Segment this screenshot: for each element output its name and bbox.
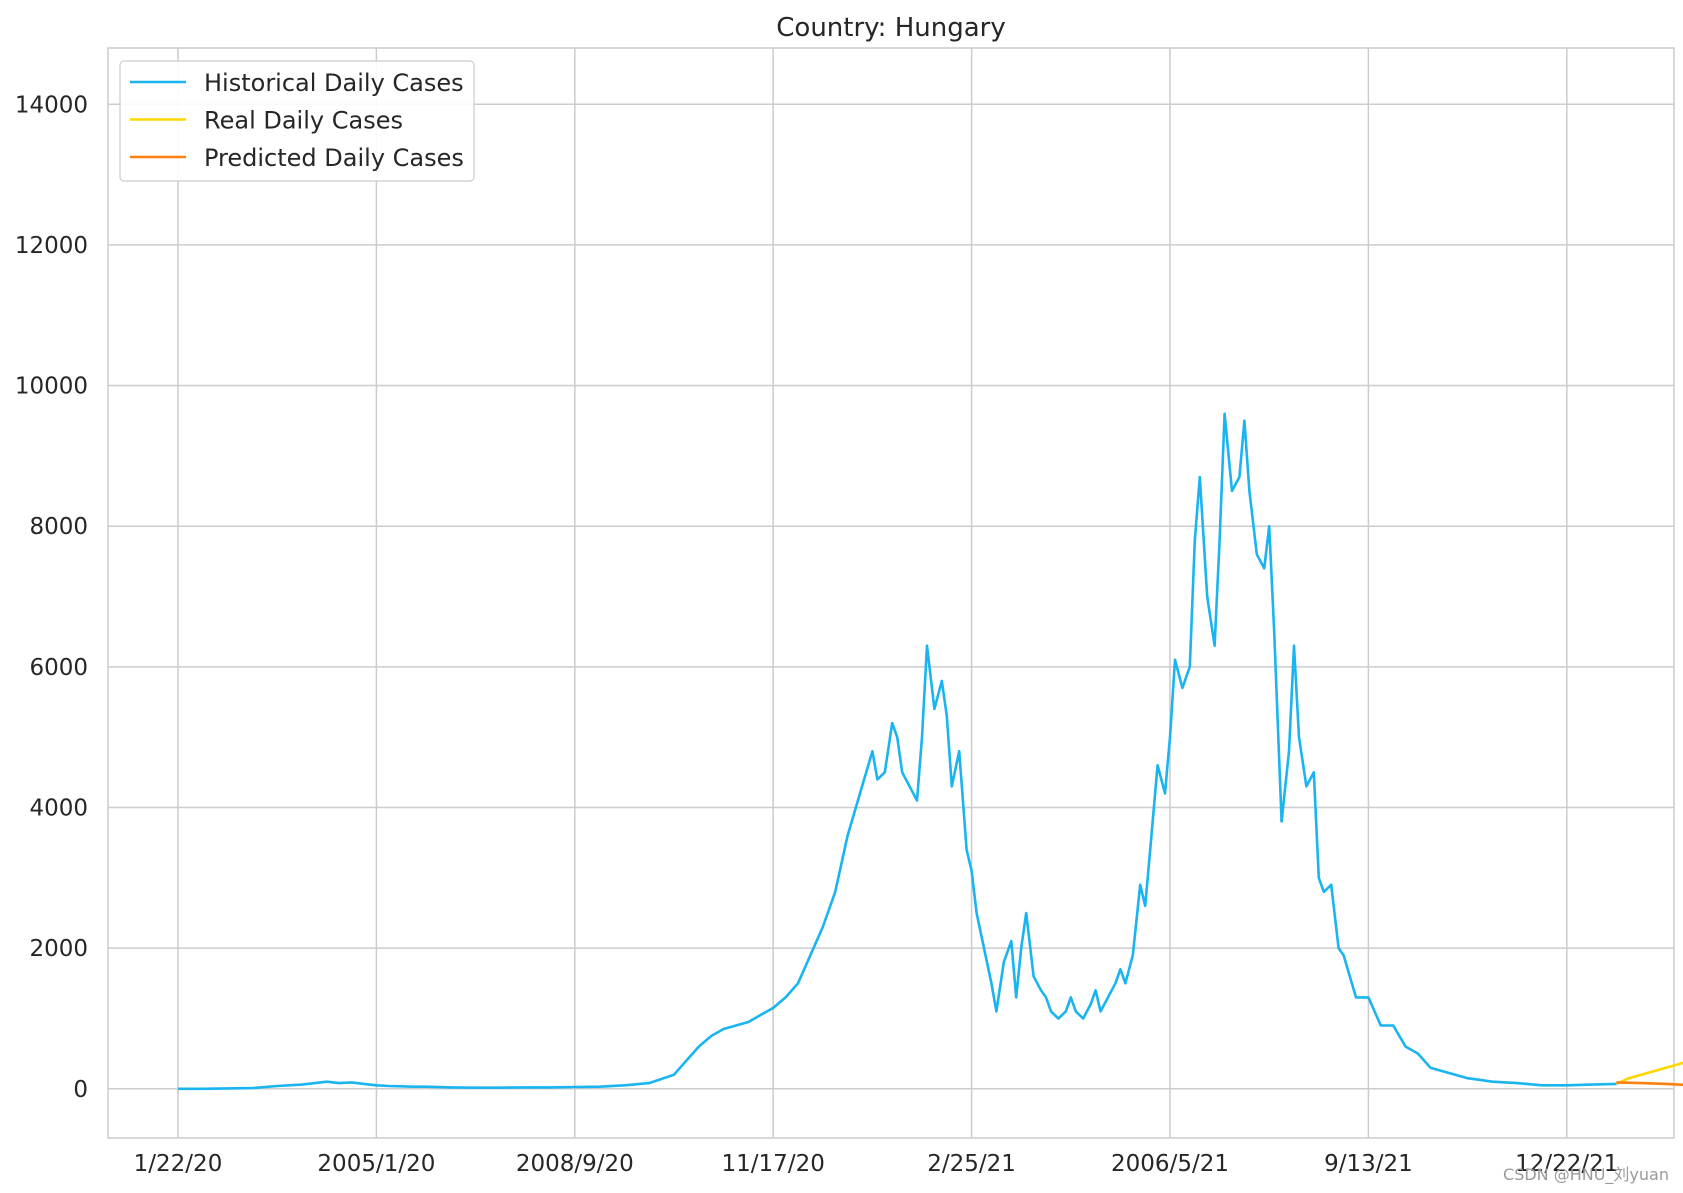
legend: Historical Daily Cases Real Daily Cases Pr… <box>119 60 475 182</box>
watermark: CSDN @HNU_刘yuan <box>1503 1165 1669 1185</box>
y-tick-label: 2000 <box>29 936 88 962</box>
x-tick-label: 1/22/20 <box>134 1151 223 1177</box>
plot-area <box>107 47 1675 1139</box>
y-tick-label: 0 <box>73 1077 88 1103</box>
chart-title: Country: Hungary <box>776 13 1005 43</box>
legend-label: Real Daily Cases <box>204 107 403 135</box>
x-tick-label: 9/13/21 <box>1324 1151 1413 1177</box>
x-tick-label: 2008/9/20 <box>516 1151 634 1177</box>
legend-label: Historical Daily Cases <box>204 69 464 97</box>
x-tick-label: 2006/5/21 <box>1111 1151 1229 1177</box>
y-tick-label: 8000 <box>29 514 88 540</box>
series-line-historical-daily-cases <box>178 412 1617 1091</box>
grid <box>108 48 1674 1138</box>
tick-labels: 0 2000 4000 6000 8000 10000 12000 14000 1/22/20 2… <box>15 92 1619 1177</box>
y-tick-label: 10000 <box>15 374 88 400</box>
y-tick-label: 6000 <box>29 655 88 681</box>
y-tick-label: 4000 <box>29 795 88 821</box>
legend-label: Predicted Daily Cases <box>204 144 464 172</box>
y-tick-label: 12000 <box>15 233 88 259</box>
x-tick-label: 2/25/21 <box>927 1151 1016 1177</box>
legend-box <box>119 60 475 182</box>
series-layer <box>178 412 1683 1091</box>
x-tick-label: 12/22/21 <box>1515 1151 1618 1177</box>
series-line-predicted-daily-cases <box>1616 1081 1683 1087</box>
y-tick-label: 14000 <box>15 92 88 118</box>
x-tick-label: 11/17/20 <box>722 1151 825 1177</box>
x-tick-label: 2005/1/20 <box>317 1151 435 1177</box>
